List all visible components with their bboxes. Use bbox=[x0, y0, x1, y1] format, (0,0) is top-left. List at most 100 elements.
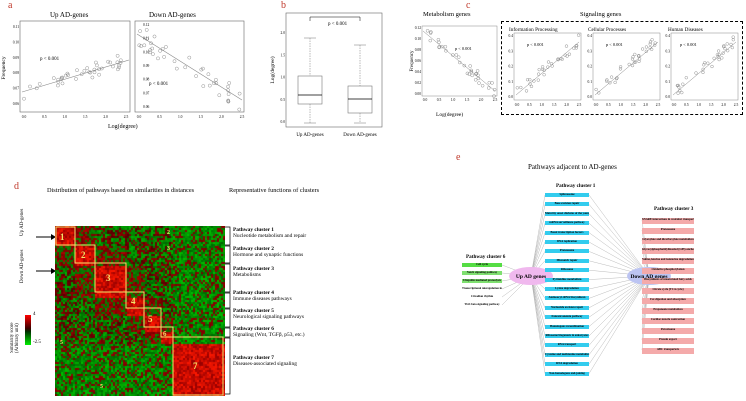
x-tick-label: 2.0 bbox=[219, 115, 224, 119]
scatter-point bbox=[529, 84, 534, 88]
y-tick-label: 0.0 bbox=[588, 95, 593, 99]
y-tick-label: 0.1 bbox=[588, 80, 593, 84]
scatter-point bbox=[117, 65, 121, 70]
scatter-point bbox=[486, 86, 491, 90]
scatter-point bbox=[540, 67, 545, 71]
cluster1-pathway-node: Pyrimidine metabolism bbox=[545, 277, 589, 282]
scatter-point bbox=[437, 40, 441, 44]
scatter-point bbox=[725, 42, 729, 46]
panel-b-cat-up: Up AD-genes bbox=[296, 133, 323, 138]
scatter-point bbox=[605, 78, 609, 82]
scatter-point bbox=[467, 72, 471, 76]
y-tick-label: 0.4 bbox=[509, 34, 514, 38]
cluster-name: Pathway cluster 1 bbox=[233, 227, 274, 233]
scatter-point bbox=[22, 96, 26, 101]
signaling-box bbox=[501, 21, 743, 115]
scatter-point bbox=[187, 55, 192, 60]
cluster-description: Pathway cluster 1 Nucleotide metabolism a… bbox=[233, 227, 306, 240]
scatter-point bbox=[701, 70, 705, 74]
panel-label-b: b bbox=[281, 0, 286, 11]
scatter-point bbox=[152, 34, 157, 39]
scatter-point bbox=[37, 82, 42, 86]
cluster3-pathway-node: Propanoate metabolism bbox=[642, 308, 694, 314]
scatter-point bbox=[162, 55, 166, 59]
scatter-point bbox=[567, 52, 571, 56]
hub-up-node bbox=[509, 267, 553, 285]
scatter-point bbox=[572, 46, 576, 50]
cluster1-pathway-node: Mismatch repair bbox=[545, 258, 589, 263]
panel-c-cell-plot: p < 0.001 0.0 0.1 0.2 0.3 0.4 0.0 0.5 1.0 1.5 2.0 2… bbox=[588, 32, 660, 107]
cluster1-title: Pathway cluster 1 bbox=[556, 183, 596, 189]
svg-text:5: 5 bbox=[60, 340, 63, 346]
scatter-point bbox=[465, 71, 470, 76]
scatter-point bbox=[429, 30, 433, 34]
cluster-desc: Neurological signaling pathways bbox=[233, 314, 304, 321]
scatter-point bbox=[644, 49, 648, 53]
scatter-point bbox=[440, 44, 444, 49]
panel-b-ylabel: Log(degree) bbox=[269, 56, 276, 83]
cluster6-pathway-node: Cell cycle bbox=[462, 263, 502, 267]
block-number-4: 4 bbox=[131, 296, 136, 306]
scatter-point bbox=[74, 77, 78, 81]
cluster1-pathway-node: Cysteine and methionine metabolism bbox=[545, 352, 589, 357]
scatter-point bbox=[542, 73, 546, 77]
scatter-point bbox=[82, 69, 87, 73]
scatter-point bbox=[462, 63, 466, 68]
cluster-name: Pathway cluster 4 bbox=[233, 290, 274, 296]
scatter-point bbox=[519, 85, 523, 90]
scatter-point bbox=[470, 73, 474, 78]
scatter-point bbox=[528, 82, 532, 86]
x-tick-label: 2.5 bbox=[240, 115, 245, 119]
scatter-point bbox=[574, 46, 578, 50]
scatter-point bbox=[681, 82, 685, 86]
panel-c-metabolism-title: Metabolism genes bbox=[423, 11, 471, 18]
scatter-point bbox=[536, 72, 541, 76]
y-tick-label: 0.06 bbox=[13, 102, 19, 106]
scatter-point bbox=[164, 45, 168, 49]
scatter-point bbox=[139, 44, 143, 48]
scatter-point bbox=[428, 38, 432, 43]
cluster6-pathway-node: Ubiquitin mediated proteolysis bbox=[462, 279, 502, 283]
x-tick-label: 0.5 bbox=[157, 115, 162, 119]
panel-label-e: e bbox=[456, 152, 461, 163]
legend-colorbar bbox=[25, 315, 31, 345]
cluster3-pathway-node: Citrate cycle (TCA cycle) bbox=[642, 288, 694, 294]
cluster3-pathway-node: Peroxisome bbox=[642, 328, 694, 334]
scatter-point bbox=[444, 49, 448, 53]
heatmap-blocks: 1 2 3 4 5 6 7 2 3 5 5 bbox=[55, 226, 224, 396]
y-tick-label: 0.08 bbox=[143, 78, 149, 82]
scatter-point bbox=[528, 78, 532, 82]
scatter-point bbox=[716, 49, 721, 53]
block-number-6: 6 bbox=[163, 330, 167, 338]
panel-c-meta-pvalue: p < 0.001 bbox=[455, 46, 472, 51]
scatter-point bbox=[199, 67, 204, 72]
scatter-point bbox=[56, 83, 60, 88]
panel-a-left-pvalue: p < 0.001 bbox=[40, 57, 60, 62]
x-tick-label: 1.5 bbox=[83, 115, 88, 119]
scatter-point bbox=[226, 92, 231, 96]
scatter-point bbox=[576, 33, 581, 37]
scatter-point bbox=[226, 84, 230, 89]
scatter-point bbox=[175, 66, 179, 71]
scatter-point bbox=[715, 53, 719, 57]
cluster-desc: Immune diseases pathways bbox=[233, 296, 292, 303]
cluster1-pathway-node: Base excision repair bbox=[545, 202, 589, 207]
cluster-description: Pathway cluster 5 Neurological signaling … bbox=[233, 308, 304, 321]
cluster1-pathway-node: Ribosome bbox=[545, 268, 589, 273]
scatter-point bbox=[454, 53, 458, 57]
scatter-point bbox=[676, 83, 680, 87]
scatter-point bbox=[95, 63, 99, 68]
x-tick-label: 2.0 bbox=[103, 115, 108, 119]
panel-c-sig-pvalue: p < 0.001 bbox=[606, 42, 623, 47]
scatter-point bbox=[637, 57, 642, 61]
y-tick-label: 0.2 bbox=[509, 65, 514, 69]
legend-anchor bbox=[27, 311, 31, 312]
x-tick-label: 2.0 bbox=[564, 103, 569, 107]
scatter-point bbox=[90, 75, 95, 80]
scatter-point bbox=[115, 60, 120, 65]
scatter-point bbox=[630, 57, 635, 61]
panel-d-side-up: Up AD-genes bbox=[20, 208, 25, 236]
scatter-point bbox=[653, 43, 657, 47]
panel-a-right-title: Down AD-genes bbox=[149, 11, 196, 19]
cluster1-pathway-node: Non-homologous end-joining bbox=[545, 371, 589, 376]
